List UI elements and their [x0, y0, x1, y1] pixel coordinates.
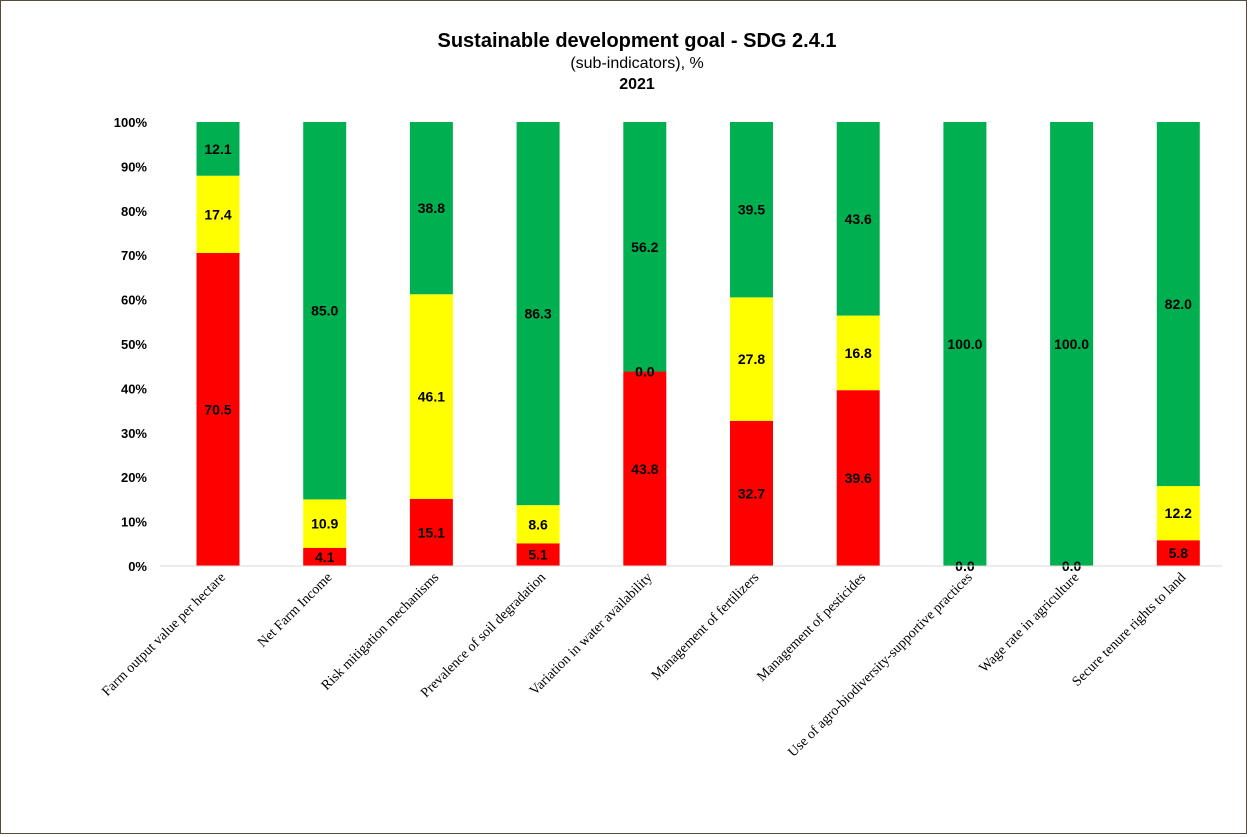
- y-tick-label: 100%: [114, 115, 148, 130]
- x-tick-label: Secure tenure rights to land: [1070, 570, 1189, 689]
- bar-segment: [196, 122, 240, 176]
- x-tick-label: Prevalence of soil degradation: [418, 570, 549, 701]
- chart-subtitle: (sub-indicators), %: [570, 55, 703, 72]
- y-tick-label: 70%: [121, 248, 147, 263]
- bar-segment: [1156, 122, 1200, 487]
- data-label: 5.8: [1169, 545, 1189, 561]
- bar-segment: [943, 122, 987, 566]
- x-tick-label: Farm output value per hectare: [99, 570, 228, 699]
- data-label: 38.8: [418, 200, 445, 216]
- data-label: 85.0: [311, 303, 338, 319]
- data-label: 32.7: [738, 485, 765, 501]
- x-tick-label: Variation in water availability: [527, 570, 656, 699]
- bar-segment: [836, 122, 880, 316]
- bar-segment: [516, 505, 560, 544]
- data-label: 100.0: [947, 336, 982, 352]
- bar-segment: [730, 297, 773, 421]
- data-label: 56.2: [631, 239, 658, 255]
- bar-segment: [1050, 122, 1094, 566]
- data-label: 12.2: [1165, 505, 1192, 521]
- y-tick-label: 40%: [121, 381, 147, 396]
- bar-segment: [303, 499, 347, 548]
- x-tick-label: Risk mitigation mechanisms: [319, 570, 442, 693]
- y-tick-label: 90%: [121, 159, 147, 174]
- x-tick-label: Use of agro-biodiversity-supportive prac…: [786, 570, 976, 760]
- bar-segment: [1156, 540, 1200, 566]
- bar-segment: [409, 122, 453, 295]
- x-tick-label: Management of fertilizers: [649, 570, 762, 683]
- data-label: 0.0: [635, 364, 655, 380]
- bar-segment: [303, 122, 347, 500]
- data-label: 43.8: [631, 461, 658, 477]
- bar-segment: [516, 122, 560, 506]
- data-label: 43.6: [845, 211, 872, 227]
- data-label: 10.9: [311, 516, 338, 532]
- data-label: 27.8: [738, 351, 765, 367]
- bar-segment: [730, 122, 773, 298]
- data-label: 70.5: [204, 401, 231, 417]
- y-tick-label: 80%: [121, 204, 147, 219]
- data-label: 12.1: [204, 141, 231, 157]
- x-tick-label: Wage rate in agriculture: [977, 570, 1083, 676]
- x-tick-label: Net Farm Income: [255, 570, 335, 650]
- x-axis: Farm output value per hectare Net Farm In…: [99, 565, 1222, 760]
- y-tick-label: 60%: [121, 293, 147, 308]
- bar-segment: [730, 420, 773, 566]
- bar-segment: [409, 294, 453, 499]
- bar-segment: [836, 390, 880, 566]
- data-label: 100.0: [1054, 336, 1089, 352]
- data-label: 17.4: [204, 206, 231, 222]
- data-label: 8.6: [528, 516, 548, 532]
- y-tick-label: 50%: [121, 337, 147, 352]
- data-label: 16.8: [845, 345, 872, 361]
- bars: [196, 122, 1200, 567]
- y-tick-label: 0%: [128, 559, 147, 574]
- data-label: 5.1: [528, 547, 548, 563]
- data-label: 15.1: [418, 524, 445, 540]
- bar-segment: [1156, 486, 1200, 541]
- chart-title: Sustainable development goal - SDG 2.4.1: [438, 30, 837, 52]
- bar-segment: [836, 315, 880, 391]
- bar-segment: [196, 252, 240, 567]
- data-label: 86.3: [524, 306, 551, 322]
- bar-segment: [623, 371, 667, 566]
- data-label: 82.0: [1165, 296, 1192, 312]
- data-label: 4.1: [315, 549, 335, 565]
- bar-segment: [516, 543, 560, 566]
- data-label: 39.6: [845, 470, 872, 486]
- y-axis: 0% 10% 20% 30% 40% 50% 60% 70% 80% 90% 100%: [114, 115, 148, 574]
- y-tick-label: 10%: [121, 515, 147, 530]
- bar-segment: [196, 175, 240, 253]
- y-tick-label: 30%: [121, 426, 147, 441]
- y-tick-label: 20%: [121, 470, 147, 485]
- chart-year: 2021: [619, 76, 655, 93]
- x-tick-label: Management of pesticides: [755, 570, 870, 685]
- bar-segment: [303, 547, 347, 566]
- bar-segment: [623, 122, 667, 372]
- data-label: 39.5: [738, 202, 765, 218]
- data-label: 46.1: [418, 389, 445, 405]
- bar-segment: [409, 498, 453, 566]
- data-labels: 70.5 17.4 12.1 4.1 10.9 85.0 15.1 46.1 38.8 5.1 8.…: [204, 141, 1192, 574]
